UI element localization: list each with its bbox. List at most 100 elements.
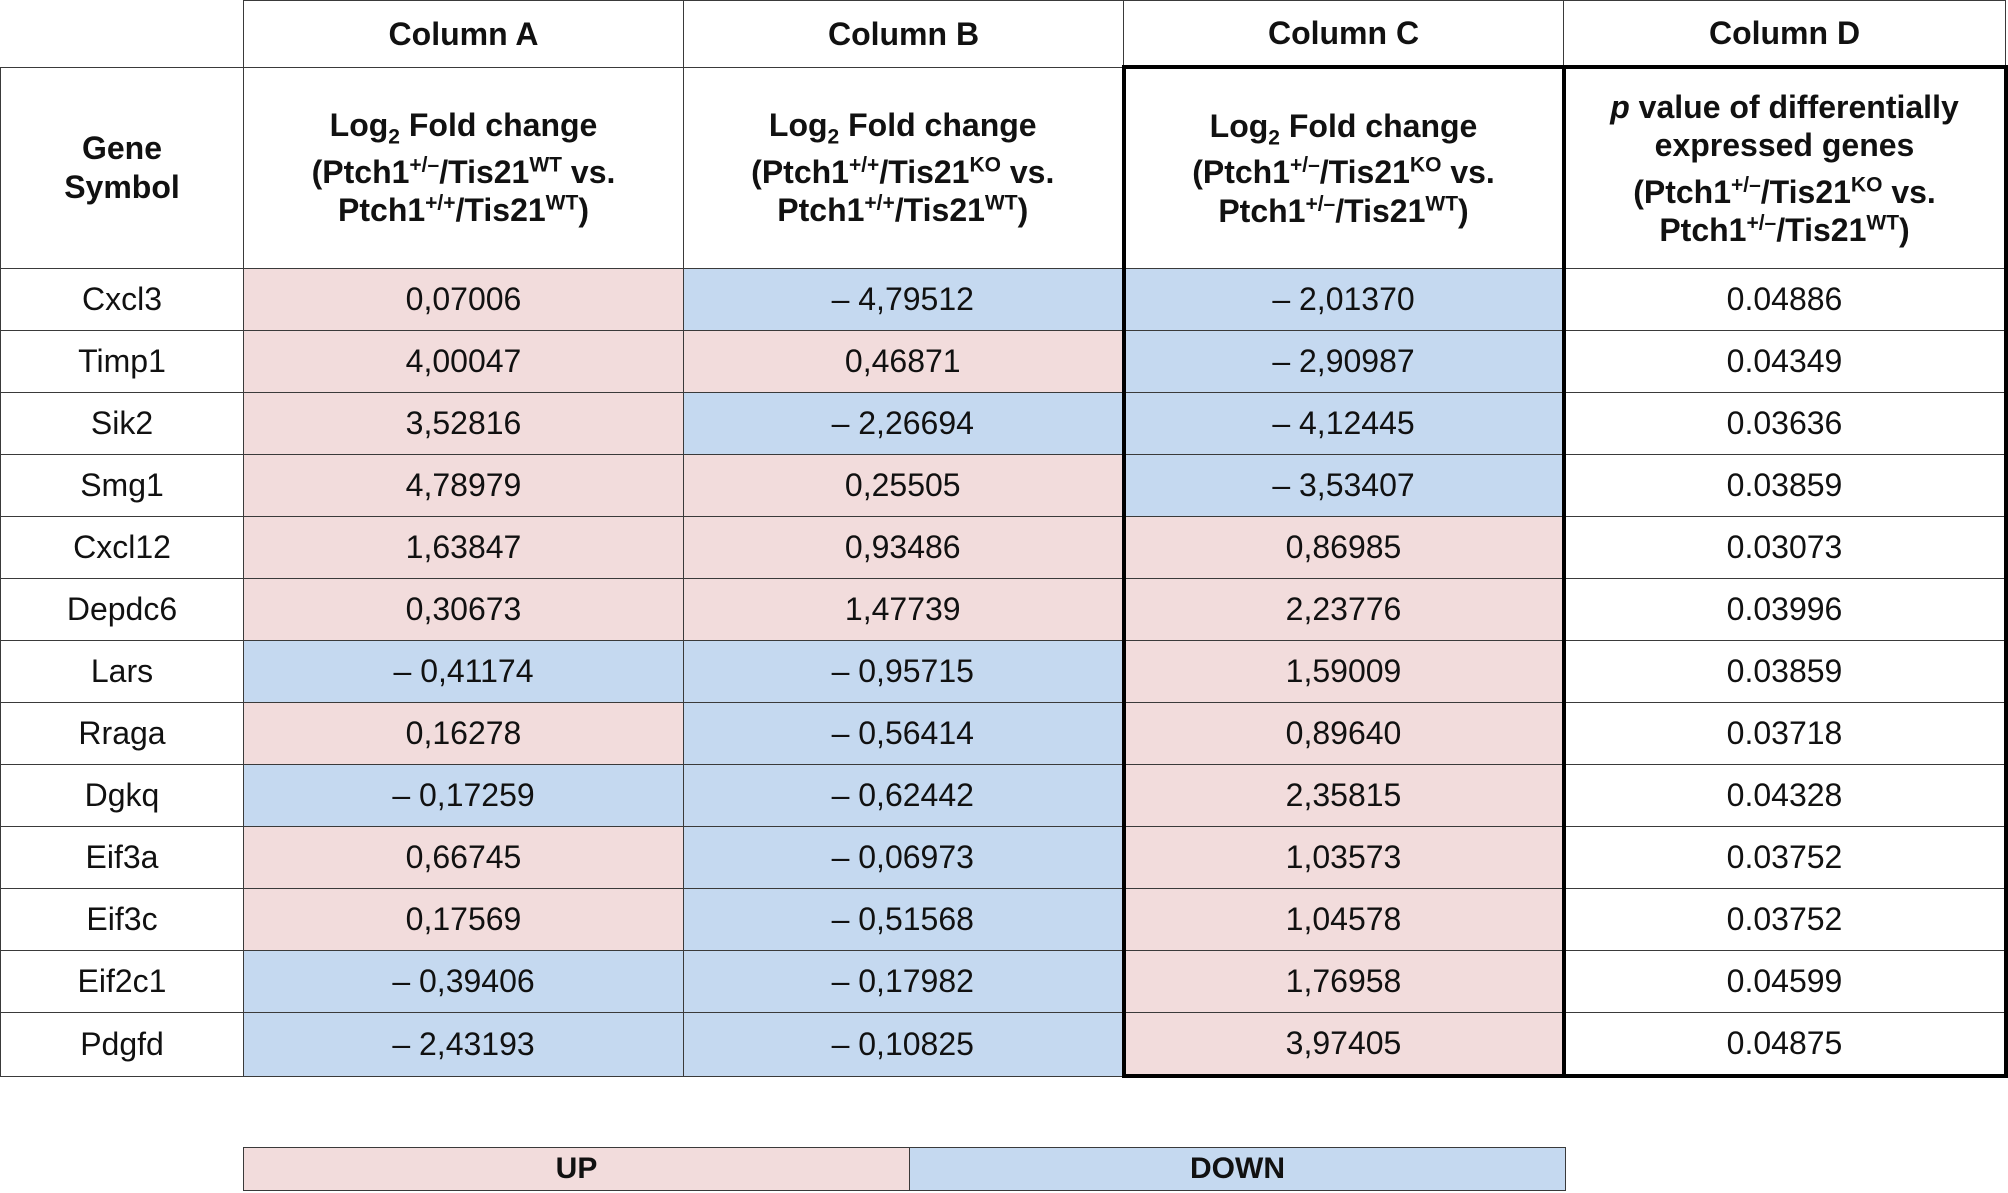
- col-a-sub-line3-post: ): [578, 191, 589, 228]
- value-cell-a: – 2,43193: [243, 1012, 684, 1077]
- col-c-sub-log-base: 2: [1268, 126, 1280, 150]
- value-cell-b: – 2,26694: [683, 392, 1124, 455]
- value-cell-d: 0.04599: [1563, 950, 2008, 1013]
- value-cell-c: 1,04578: [1121, 888, 1566, 951]
- col-c-sub-line1: Log2 Fold change: [1126, 107, 1562, 148]
- value-cell-b: – 0,06973: [683, 826, 1124, 889]
- col-c-sub-line2-post: vs.: [1441, 154, 1495, 191]
- value-cell-c: – 3,53407: [1121, 454, 1566, 517]
- col-b-sub-line1: Log2 Fold change: [684, 106, 1122, 147]
- column-a-subheader: Log2 Fold change (Ptch1+/–/Tis21WT vs. Ptc…: [243, 66, 684, 269]
- value-cell-d: 0.04875: [1563, 1012, 2008, 1078]
- column-b-subheader: Log2 Fold change (Ptch1+/+/Tis21KO vs. Ptc…: [683, 66, 1124, 269]
- value-cell-b: 0,46871: [683, 330, 1124, 393]
- table-row: Rraga 0,16278– 0,56414 0,89640 0.03718: [0, 702, 2008, 765]
- col-b-sub-line3-sup1: +/+: [864, 191, 895, 215]
- value-cell-a: 1,63847: [243, 516, 684, 579]
- value-cell-c: 1,03573: [1121, 826, 1566, 889]
- value-cell-b: 1,47739: [683, 578, 1124, 641]
- col-b-sub-line2-post: vs.: [1000, 153, 1055, 190]
- gene-symbol-cell: Dgkq: [0, 764, 244, 827]
- legend-up: UP: [244, 1148, 910, 1190]
- col-d-sub-line2-sup1: +/–: [1731, 172, 1761, 196]
- col-a-sub-line3: Ptch1+/+/Tis21WT): [244, 191, 683, 229]
- table-row: Smg1 4,78979 0,25505– 3,53407 0.03859: [0, 454, 2008, 517]
- gene-symbol-cell: Smg1: [0, 454, 244, 517]
- col-d-sub-line3-mid: /Tis21: [1776, 211, 1867, 248]
- value-cell-d: 0.03859: [1563, 454, 2008, 517]
- gene-symbol-cell: Pdgfd: [0, 1012, 244, 1077]
- col-b-sub-line3-a: Ptch1: [777, 191, 865, 228]
- col-a-sub-line2: (Ptch1+/–/Tis21WT vs.: [244, 153, 683, 191]
- col-b-sub-line2-sup1: +/+: [848, 152, 880, 176]
- col-d-sub-line1b: expressed genes: [1654, 127, 1915, 164]
- table-row: Timp1 4,00047 0,46871– 2,90987 0.04349: [0, 330, 2008, 393]
- gene-symbol-cell: Timp1: [0, 330, 244, 393]
- col-b-sub-line2-mid: /Tis21: [879, 153, 970, 190]
- gene-symbol-cell: Lars: [0, 640, 244, 703]
- gene-symbol-cell: Eif3a: [0, 826, 244, 889]
- value-cell-d: 0.04328: [1563, 764, 2008, 827]
- column-c-title: Column C: [1123, 0, 1564, 68]
- value-cell-a: 0,17569: [243, 888, 684, 951]
- col-d-sub-line2-post: vs.: [1882, 173, 1936, 210]
- gene-symbol-cell: Eif2c1: [0, 950, 244, 1013]
- col-a-sub-line1: Log2 Fold change: [244, 106, 683, 147]
- col-d-sub-line3-sup1: +/–: [1746, 211, 1777, 235]
- value-cell-b: – 0,10825: [683, 1012, 1124, 1077]
- col-c-sub-line3-mid: /Tis21: [1335, 192, 1426, 229]
- value-cell-d: 0.03996: [1563, 578, 2008, 641]
- value-cell-c: 0,89640: [1121, 702, 1566, 765]
- gene-expression-table: Column A Column B Column C Column D Gene…: [0, 0, 2008, 1078]
- table-row: Lars – 0,41174– 0,95715 1,59009 0.03859: [0, 640, 2008, 703]
- col-d-sub-line3-post: ): [1899, 211, 1910, 248]
- table-row: Sik2 3,52816– 2,26694– 4,12445 0.03636: [0, 392, 2008, 455]
- table-row: Cxcl3 0,07006– 4,79512– 2,01370 0.04886: [0, 268, 2008, 331]
- value-cell-c: – 2,01370: [1121, 268, 1566, 331]
- gene-symbol-header: Gene Symbol: [0, 66, 244, 269]
- blank-corner-cell: [0, 0, 244, 68]
- value-cell-b: – 0,95715: [683, 640, 1124, 703]
- gene-symbol-header-line2: Symbol: [64, 168, 180, 205]
- col-c-sub-line3-sup1: +/–: [1305, 192, 1336, 216]
- value-cell-b: – 4,79512: [683, 268, 1124, 331]
- value-cell-a: – 0,17259: [243, 764, 684, 827]
- col-a-sub-line3-a: Ptch1: [338, 191, 426, 228]
- value-cell-b: – 0,51568: [683, 888, 1124, 951]
- col-c-sub-line3-post: ): [1458, 192, 1469, 229]
- col-c-sub-line2: (Ptch1+/–/Tis21KO vs.: [1126, 153, 1562, 191]
- column-d-subheader: p value of differentially expressed genes…: [1563, 65, 2008, 269]
- col-a-sub-line2-mid: /Tis21: [439, 153, 530, 190]
- col-b-sub-line2-sup2: KO: [969, 152, 1001, 176]
- value-cell-c: 1,76958: [1121, 950, 1566, 1013]
- table-row: Eif3c 0,17569– 0,51568 1,04578 0.03752: [0, 888, 2008, 951]
- col-b-sub-line3-sup2: WT: [984, 191, 1018, 215]
- value-cell-b: – 0,17982: [683, 950, 1124, 1013]
- col-c-sub-line2-mid: /Tis21: [1319, 154, 1410, 191]
- col-d-sub-line3-sup2: WT: [1866, 211, 1900, 235]
- subheader-row: Gene Symbol Log2 Fold change (Ptch1+/–/Ti…: [0, 65, 2008, 269]
- gene-symbol-cell: Cxcl12: [0, 516, 244, 579]
- gene-symbol-cell: Cxcl3: [0, 268, 244, 331]
- value-cell-d: 0.03636: [1563, 392, 2008, 455]
- column-title-row: Column A Column B Column C Column D: [0, 0, 2006, 68]
- value-cell-d: 0.03073: [1563, 516, 2008, 579]
- col-b-sub-line3-post: ): [1017, 191, 1029, 228]
- col-c-sub-log: Log: [1209, 107, 1269, 144]
- value-cell-b: 0,93486: [683, 516, 1124, 579]
- table-row: Eif2c1– 0,39406– 0,17982 1,76958 0.04599: [0, 950, 2008, 1013]
- col-c-sub-line2-sup1: +/–: [1290, 153, 1320, 177]
- value-cell-c: 0,86985: [1121, 516, 1566, 579]
- col-a-sub-log: Log: [329, 107, 389, 144]
- col-b-sub-line2-a: (Ptch1: [751, 153, 849, 190]
- value-cell-a: 0,16278: [243, 702, 684, 765]
- value-cell-a: 4,78979: [243, 454, 684, 517]
- value-cell-c: 1,59009: [1121, 640, 1566, 703]
- value-cell-d: 0.04886: [1563, 268, 2008, 331]
- value-cell-a: 0,30673: [243, 578, 684, 641]
- value-cell-d: 0.04349: [1563, 330, 2008, 393]
- gene-symbol-header-line1: Gene: [81, 130, 163, 167]
- value-cell-c: – 4,12445: [1121, 392, 1566, 455]
- column-c-subheader: Log2 Fold change (Ptch1+/–/Tis21KO vs. Ptc…: [1121, 65, 1566, 269]
- col-c-sub-line3-a: Ptch1: [1218, 192, 1306, 229]
